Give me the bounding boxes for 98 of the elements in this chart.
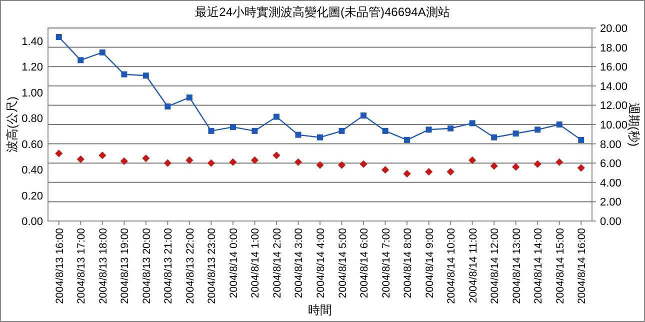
x-tick-label: 2004/8/14 0:00 (228, 228, 240, 298)
y-tick-label: 0.60 (22, 138, 43, 151)
point (491, 134, 498, 140)
point (404, 136, 410, 143)
x-tick-label: 2004/8/14 9:00 (424, 228, 436, 298)
y2-tick-label: 2.00 (600, 196, 622, 209)
point (294, 158, 302, 166)
point (338, 161, 346, 169)
y2-axis-title: 週期(秒) (627, 102, 641, 146)
point (208, 128, 214, 134)
x-tick-label: 2004/8/14 13:00 (510, 228, 523, 304)
point (164, 103, 171, 110)
point (316, 161, 324, 169)
point (469, 120, 476, 126)
point (252, 128, 258, 134)
point (490, 162, 498, 170)
point (272, 152, 280, 160)
point (142, 72, 149, 79)
y2-tick-label: 6.00 (600, 158, 622, 170)
point (120, 157, 128, 165)
y-tick-label: 0.80 (22, 113, 43, 126)
point (534, 126, 541, 133)
point (425, 168, 433, 176)
x-axis-title: 時間 (308, 303, 332, 317)
point (229, 158, 237, 166)
y2-tick-label: 14.00 (600, 80, 628, 93)
y-tick-label: 1.00 (22, 87, 43, 100)
y-tick-label: 1.40 (22, 36, 43, 48)
point (577, 164, 585, 172)
x-tick-label: 2004/8/13 16:00 (54, 228, 66, 304)
point (512, 163, 520, 171)
x-tick-label: 2004/8/13 17:00 (76, 228, 88, 304)
x-tick-label: 2004/8/14 16:00 (576, 228, 588, 304)
x-tick-label: 2004/8/14 4:00 (315, 228, 327, 298)
point (76, 155, 84, 164)
y2-tick-label: 4.00 (600, 177, 622, 190)
x-tick-label: 2004/8/14 15:00 (554, 228, 566, 304)
point (142, 154, 150, 162)
point (448, 125, 454, 132)
x-tick-label: 2004/8/14 8:00 (402, 228, 414, 298)
point (186, 156, 194, 164)
x-tick-label: 2004/8/14 11:00 (467, 228, 480, 304)
point (250, 156, 259, 164)
y-tick-label: 1.20 (22, 62, 43, 74)
point (338, 128, 345, 134)
point (207, 159, 215, 167)
x-tick-label: 2004/8/14 3:00 (293, 228, 306, 298)
y2-tick-label: 12.00 (600, 100, 628, 112)
point (426, 126, 432, 133)
point (556, 122, 562, 128)
point (403, 170, 411, 178)
point (381, 166, 390, 174)
point (55, 150, 63, 158)
x-tick-label: 2004/8/14 5:00 (336, 228, 349, 298)
y2-tick-label: 16.00 (600, 62, 628, 74)
point (164, 159, 172, 167)
y2-tick-label: 10.00 (600, 120, 628, 132)
y-tick-label: 0.40 (22, 164, 43, 177)
y-tick-label: 0.20 (22, 190, 43, 202)
point (360, 112, 367, 118)
point (230, 124, 236, 130)
point (121, 71, 128, 78)
point (446, 168, 454, 176)
point (556, 158, 564, 166)
point (295, 132, 302, 138)
point (360, 160, 368, 168)
point (578, 136, 584, 143)
point (273, 114, 280, 120)
x-tick-label: 2004/8/14 12:00 (489, 228, 502, 304)
chart-title: 最近24小時實測波高變化圖(未品管)46694A測站 (195, 5, 450, 19)
x-tick-label: 2004/8/13 21:00 (162, 228, 175, 304)
point (382, 128, 388, 134)
x-tick-label: 2004/8/13 23:00 (206, 228, 218, 304)
x-tick-label: 2004/8/14 10:00 (446, 228, 458, 304)
point (56, 34, 62, 40)
x-tick-label: 2004/8/14 7:00 (380, 228, 392, 298)
y-tick-label: 0.00 (22, 216, 43, 228)
point (98, 152, 106, 160)
x-tick-label: 2004/8/14 2:00 (271, 228, 284, 298)
point (468, 156, 476, 164)
y2-tick-label: 0.00 (600, 216, 622, 228)
y2-tick-label: 8.00 (600, 138, 622, 151)
point (99, 49, 106, 56)
x-tick-label: 2004/8/13 18:00 (97, 228, 110, 304)
y2-tick-label: 20.00 (600, 23, 628, 35)
x-tick-label: 2004/8/13 19:00 (119, 228, 132, 304)
x-tick-label: 2004/8/13 22:00 (184, 228, 196, 304)
y-axis-title: 波高(公尺) (5, 96, 19, 152)
x-tick-label: 2004/8/14 1:00 (250, 228, 262, 298)
point (512, 130, 519, 137)
point (78, 57, 84, 64)
point (317, 134, 323, 140)
y2-tick-label: 18.00 (600, 42, 628, 54)
x-tick-label: 2004/8/14 14:00 (532, 228, 545, 304)
x-tick-label: 2004/8/13 20:00 (140, 228, 153, 304)
x-tick-label: 2004/8/14 6:00 (358, 228, 371, 298)
point (534, 160, 542, 168)
point (186, 94, 192, 100)
